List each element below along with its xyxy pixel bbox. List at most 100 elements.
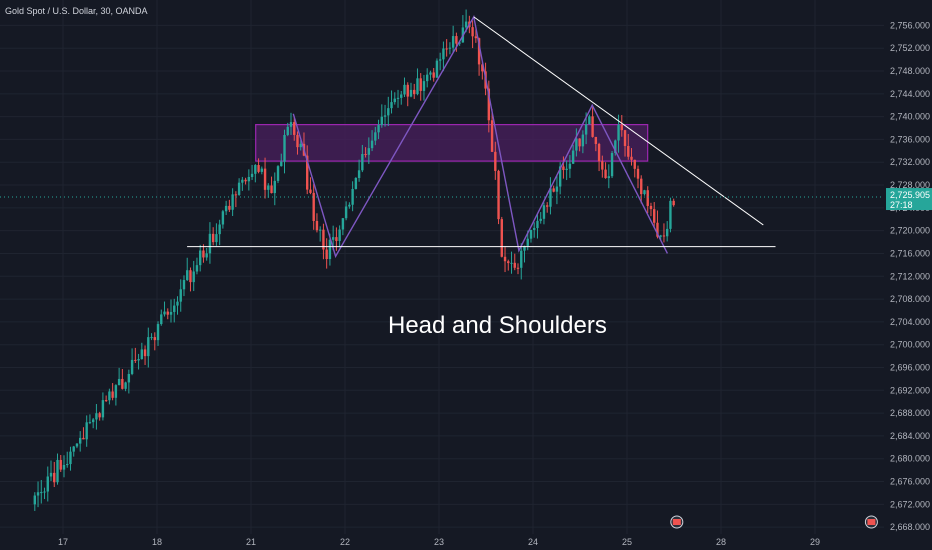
candle-body — [529, 229, 533, 239]
head-and-shoulders-pattern-line — [292, 14, 669, 259]
y-tick-label: 2,752.000 — [890, 43, 930, 53]
candle-body — [656, 222, 659, 237]
candle-body — [403, 84, 406, 95]
candle-body — [166, 311, 169, 315]
candle-body — [254, 165, 257, 174]
candle-body — [211, 233, 215, 243]
candle-body — [182, 280, 186, 290]
candle-body — [127, 373, 131, 383]
candle-body — [218, 224, 221, 235]
candle-body — [516, 267, 520, 269]
candle-body — [481, 64, 484, 72]
candle-body — [627, 145, 630, 157]
candle-body — [195, 265, 199, 272]
candle-body — [260, 168, 264, 172]
candle-body — [49, 472, 53, 477]
candle-body — [367, 148, 371, 155]
y-tick-label: 2,720.000 — [890, 226, 930, 236]
candle-body — [331, 237, 335, 240]
candle-body — [328, 239, 332, 260]
candle-body — [400, 94, 403, 98]
candle-body — [604, 169, 607, 179]
candle-body — [344, 206, 348, 219]
candle-body — [571, 150, 575, 164]
candle-body — [82, 437, 85, 440]
candle-body — [91, 419, 95, 423]
candle-body — [396, 97, 400, 99]
candle-body — [72, 446, 75, 452]
candle-body — [296, 134, 299, 148]
candle-body — [224, 205, 228, 212]
candle-body — [636, 168, 640, 179]
y-tick-label: 2,676.000 — [890, 477, 930, 487]
candle-body — [526, 238, 529, 246]
candle-body — [374, 132, 377, 141]
candle-body — [257, 165, 260, 172]
candle-body — [267, 185, 270, 190]
candle-body — [208, 233, 212, 254]
x-tick-label: 25 — [622, 537, 632, 547]
y-tick-label: 2,728.000 — [890, 180, 930, 190]
candle-body — [383, 115, 387, 117]
candle-body — [322, 229, 325, 250]
candle-body — [513, 262, 516, 268]
candle-body — [536, 220, 539, 229]
overlay-drawings — [0, 14, 884, 529]
candle-body — [169, 311, 173, 315]
candle-body — [85, 422, 88, 440]
candle-body — [507, 261, 510, 264]
candle-body — [422, 81, 426, 91]
candle-body — [601, 161, 604, 170]
candle-body — [471, 27, 474, 37]
candle-body — [364, 154, 367, 156]
candle-body — [250, 173, 254, 177]
candle-body — [130, 359, 134, 374]
candle-body — [237, 182, 241, 195]
candle-body — [568, 163, 572, 169]
candle-body — [143, 349, 147, 357]
candle-body — [662, 235, 666, 237]
candle-body — [413, 89, 416, 95]
candle-body — [640, 178, 643, 195]
current-price-label: 2,725.905 — [890, 190, 930, 200]
candle-body — [565, 168, 568, 171]
candle-body — [562, 166, 565, 171]
candle-body — [435, 60, 439, 78]
y-tick-label: 2,712.000 — [890, 271, 930, 281]
candle-body — [665, 228, 669, 237]
candle-body — [108, 391, 111, 401]
candle-body — [643, 190, 646, 195]
event-flag-icon — [867, 519, 876, 525]
candle-body — [646, 190, 649, 206]
y-tick-label: 2,684.000 — [890, 431, 930, 441]
candle-body — [494, 151, 497, 171]
candle-body — [623, 130, 627, 146]
candle-body — [276, 166, 280, 181]
y-tick-label: 2,696.000 — [890, 363, 930, 373]
candle-body — [59, 459, 62, 470]
x-tick-label: 18 — [152, 537, 162, 547]
y-tick-label: 2,748.000 — [890, 66, 930, 76]
candle-body — [588, 116, 591, 125]
candle-body — [633, 159, 636, 169]
candle-body — [228, 205, 231, 210]
candle-body — [173, 305, 176, 312]
candle-body — [231, 194, 234, 210]
candle-body — [46, 476, 49, 492]
candle-body — [354, 177, 358, 189]
candle-body — [234, 194, 238, 196]
candle-body — [387, 108, 390, 116]
candle-body — [341, 218, 345, 230]
candle-body — [306, 155, 309, 190]
candle-body — [270, 185, 273, 194]
candle-body — [584, 124, 588, 135]
candle-body — [523, 245, 526, 251]
candle-body — [56, 459, 59, 483]
candle-body — [617, 124, 620, 141]
candle-body — [510, 262, 513, 264]
candle-body — [451, 36, 455, 48]
candle-body — [610, 153, 614, 177]
candle-body — [137, 359, 140, 361]
y-tick-label: 2,672.000 — [890, 499, 930, 509]
